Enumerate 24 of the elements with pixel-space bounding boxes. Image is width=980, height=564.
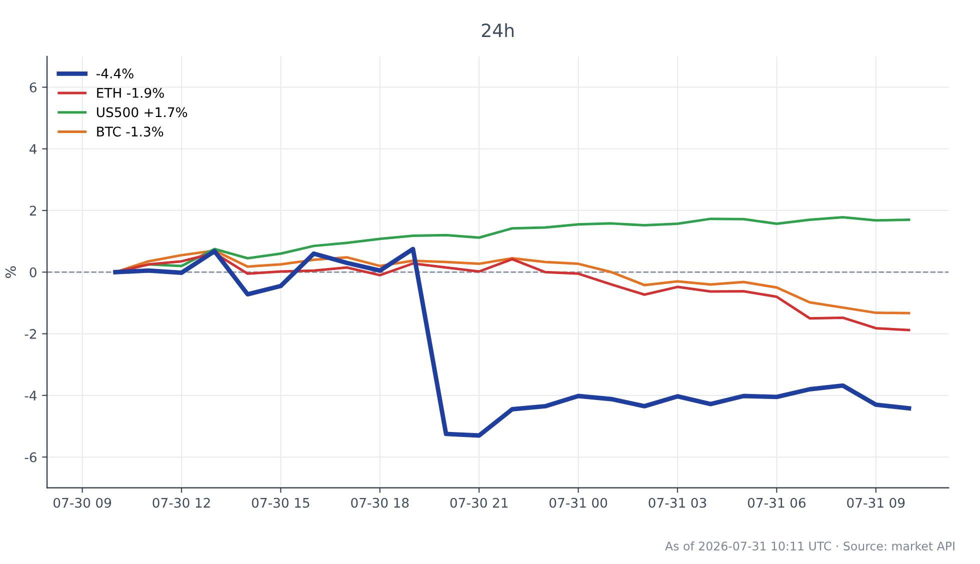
x-tick-label: 07-30 18 — [351, 498, 409, 508]
x-tick-label: 07-31 06 — [748, 498, 806, 508]
legend-label: US500 +1.7% — [97, 107, 188, 118]
x-tick-label: 07-30 21 — [450, 498, 508, 508]
chart-title: 24h — [482, 23, 514, 37]
x-tick-label: 07-30 12 — [152, 498, 210, 508]
line-series — [113, 246, 912, 438]
legend-label: -4.4% — [96, 68, 134, 78]
x-tick-label: 07-30 09 — [54, 498, 112, 508]
y-tick-label: -2 — [24, 328, 36, 339]
legend-label: ETH -1.9% — [97, 88, 164, 98]
x-tick-label: 07-30 15 — [252, 498, 310, 508]
y-tick-label: 0 — [30, 267, 36, 278]
y-tick-label: 6 — [30, 82, 36, 92]
x-tick-label: 07-31 09 — [847, 498, 905, 508]
y-tick-label: 2 — [30, 206, 36, 216]
x-tick-label: 07-31 03 — [648, 498, 706, 508]
y-axis-title: % — [5, 266, 16, 278]
legend-label: BTC -1.3% — [97, 126, 164, 137]
y-tick-label: -4 — [24, 390, 37, 400]
y-tick-label: 4 — [30, 144, 37, 154]
y-tick-label: -6 — [24, 452, 36, 462]
text: As of 2026-07-31 10:11 UTC · Source: market API — [665, 541, 954, 551]
x-tick-label: 07-31 00 — [550, 498, 608, 508]
